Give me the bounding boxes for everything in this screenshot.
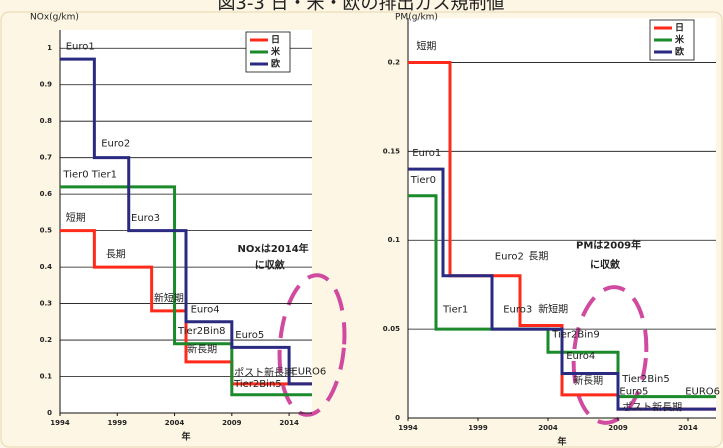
- annotation: Tier0: [410, 175, 436, 186]
- annotation: に収斂: [590, 258, 621, 271]
- y-tick-label: 0.1: [388, 236, 401, 244]
- x-tick-label: 2014: [678, 424, 698, 432]
- annotation: EURO6: [291, 366, 326, 377]
- y-tick-label: 0: [47, 409, 52, 417]
- x-tick-label: 1994: [398, 424, 418, 432]
- y-tick-label: 0.15: [383, 147, 400, 155]
- annotation: Euro4: [566, 351, 595, 362]
- x-axis-label: 年: [557, 436, 566, 448]
- annotation: Euro1: [412, 148, 441, 159]
- y-tick-label: 0.1: [40, 373, 53, 381]
- legend-label: 米: [270, 46, 281, 58]
- annotation: Euro1: [66, 42, 95, 53]
- annotation: Euro5: [235, 330, 264, 341]
- annotation: 短期: [66, 211, 86, 224]
- annotation: PMは2009年: [576, 239, 641, 252]
- y-axis-label: NOx(g/km): [30, 13, 79, 23]
- y-tick-label: 0.5: [40, 227, 53, 235]
- annotation: に収斂: [255, 259, 286, 272]
- legend-label: 欧: [675, 46, 684, 58]
- y-axis-label: PM(g/km): [395, 13, 438, 23]
- x-axis-label: 年: [181, 431, 190, 443]
- annotation: 新長期: [573, 374, 603, 387]
- annotation: Euro3: [131, 213, 160, 224]
- annotation: ポスト新長期: [234, 366, 294, 379]
- figure-title: 図3-3 日・米・欧の排出ガス規制値: [217, 0, 504, 14]
- annotation: 長期: [106, 249, 126, 261]
- annotation: Euro5: [619, 386, 648, 397]
- annotation: Euro3: [503, 305, 532, 316]
- y-tick-label: 0.9: [40, 81, 53, 89]
- annotation: 短期: [416, 40, 436, 53]
- y-tick-label: 0.7: [40, 154, 53, 162]
- legend-label: 欧: [271, 58, 280, 70]
- annotation: 新短期: [538, 303, 568, 316]
- annotation: Euro2: [495, 251, 524, 262]
- annotation: Euro4: [191, 304, 220, 315]
- highlight-ellipse: [277, 273, 347, 417]
- annotation: 新短期: [154, 291, 184, 304]
- x-tick-label: 2004: [165, 419, 185, 427]
- highlight-ellipse: [571, 285, 649, 425]
- annotation: Tier2Bin9: [551, 330, 600, 341]
- annotation: NOxは2014年: [238, 242, 309, 255]
- annotation: Tier2Bin8: [177, 326, 226, 337]
- series-line: [408, 167, 716, 411]
- annotation: 長期: [528, 250, 548, 262]
- series-line: [60, 57, 312, 386]
- y-tick-label: 0.4: [40, 263, 53, 271]
- y-tick-label: 0.3: [40, 300, 53, 308]
- x-tick-label: 2014: [279, 419, 299, 427]
- x-tick-label: 1994: [50, 419, 70, 427]
- x-tick-label: 1999: [108, 419, 128, 427]
- annotation: Tier1: [442, 305, 468, 316]
- y-tick-label: 0.2: [388, 58, 401, 66]
- y-tick-label: 0: [395, 414, 400, 422]
- annotation: 新長期: [187, 342, 217, 355]
- legend-label: 米: [674, 34, 685, 46]
- x-tick-label: 2009: [608, 424, 628, 432]
- annotation: Tier2Bin5: [233, 379, 282, 390]
- annotation: EURO6: [685, 386, 720, 397]
- y-tick-label: 0.6: [40, 190, 53, 198]
- x-tick-label: 2004: [538, 424, 558, 432]
- series-line: [60, 185, 312, 397]
- y-tick-label: 0.2: [40, 336, 53, 344]
- x-tick-label: 2009: [222, 419, 242, 427]
- legend-label: 日: [271, 35, 280, 46]
- legend-label: 日: [675, 23, 684, 34]
- x-tick-label: 1999: [468, 424, 488, 432]
- y-tick-label: 0.8: [40, 117, 53, 125]
- y-tick-label: 1: [47, 44, 52, 52]
- annotation: Tier0 Tier1: [62, 169, 117, 180]
- annotation: Euro2: [101, 138, 130, 149]
- annotation: Tier2Bin5: [621, 374, 670, 385]
- annotation: ポスト新長期: [622, 400, 682, 413]
- y-tick-label: 0.05: [383, 325, 400, 333]
